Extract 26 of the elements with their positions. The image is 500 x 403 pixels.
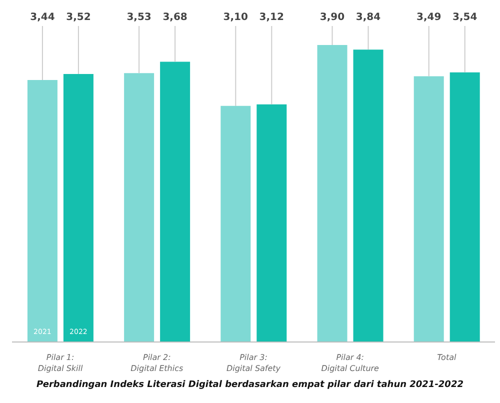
bar <box>317 45 348 342</box>
data-label: 3,12 <box>259 12 284 23</box>
bar <box>450 72 480 342</box>
bar <box>63 74 94 342</box>
bar <box>220 106 251 342</box>
bar <box>27 80 58 342</box>
data-label: 3,90 <box>320 12 345 23</box>
x-tick-label: Pilar 2: Digital Ethics <box>130 353 184 373</box>
bar <box>160 62 190 342</box>
data-label: 3,68 <box>162 12 188 23</box>
x-tick-label: Pilar 3: Digital Safety <box>226 353 281 373</box>
data-label: 3,49 <box>416 12 442 23</box>
x-tick-label: Pilar 1: Digital Skill <box>38 353 84 373</box>
data-label: 3,84 <box>356 12 381 23</box>
data-label: 3,53 <box>126 12 152 23</box>
bar <box>124 73 154 342</box>
data-label: 3,44 <box>30 12 55 23</box>
data-label: 3,52 <box>66 12 91 23</box>
data-label: 3,10 <box>223 12 248 23</box>
x-tick-label: Total <box>437 353 457 362</box>
data-label: 3,54 <box>452 12 478 23</box>
x-tick-label: Pilar 4: Digital Culture <box>321 353 380 373</box>
bar <box>414 76 444 342</box>
bar <box>256 104 287 342</box>
text: Perbandingan Indeks Literasi Digital berdasarkan empat pilar dari tahun 2021-2022 <box>36 380 464 390</box>
bar <box>353 50 384 342</box>
